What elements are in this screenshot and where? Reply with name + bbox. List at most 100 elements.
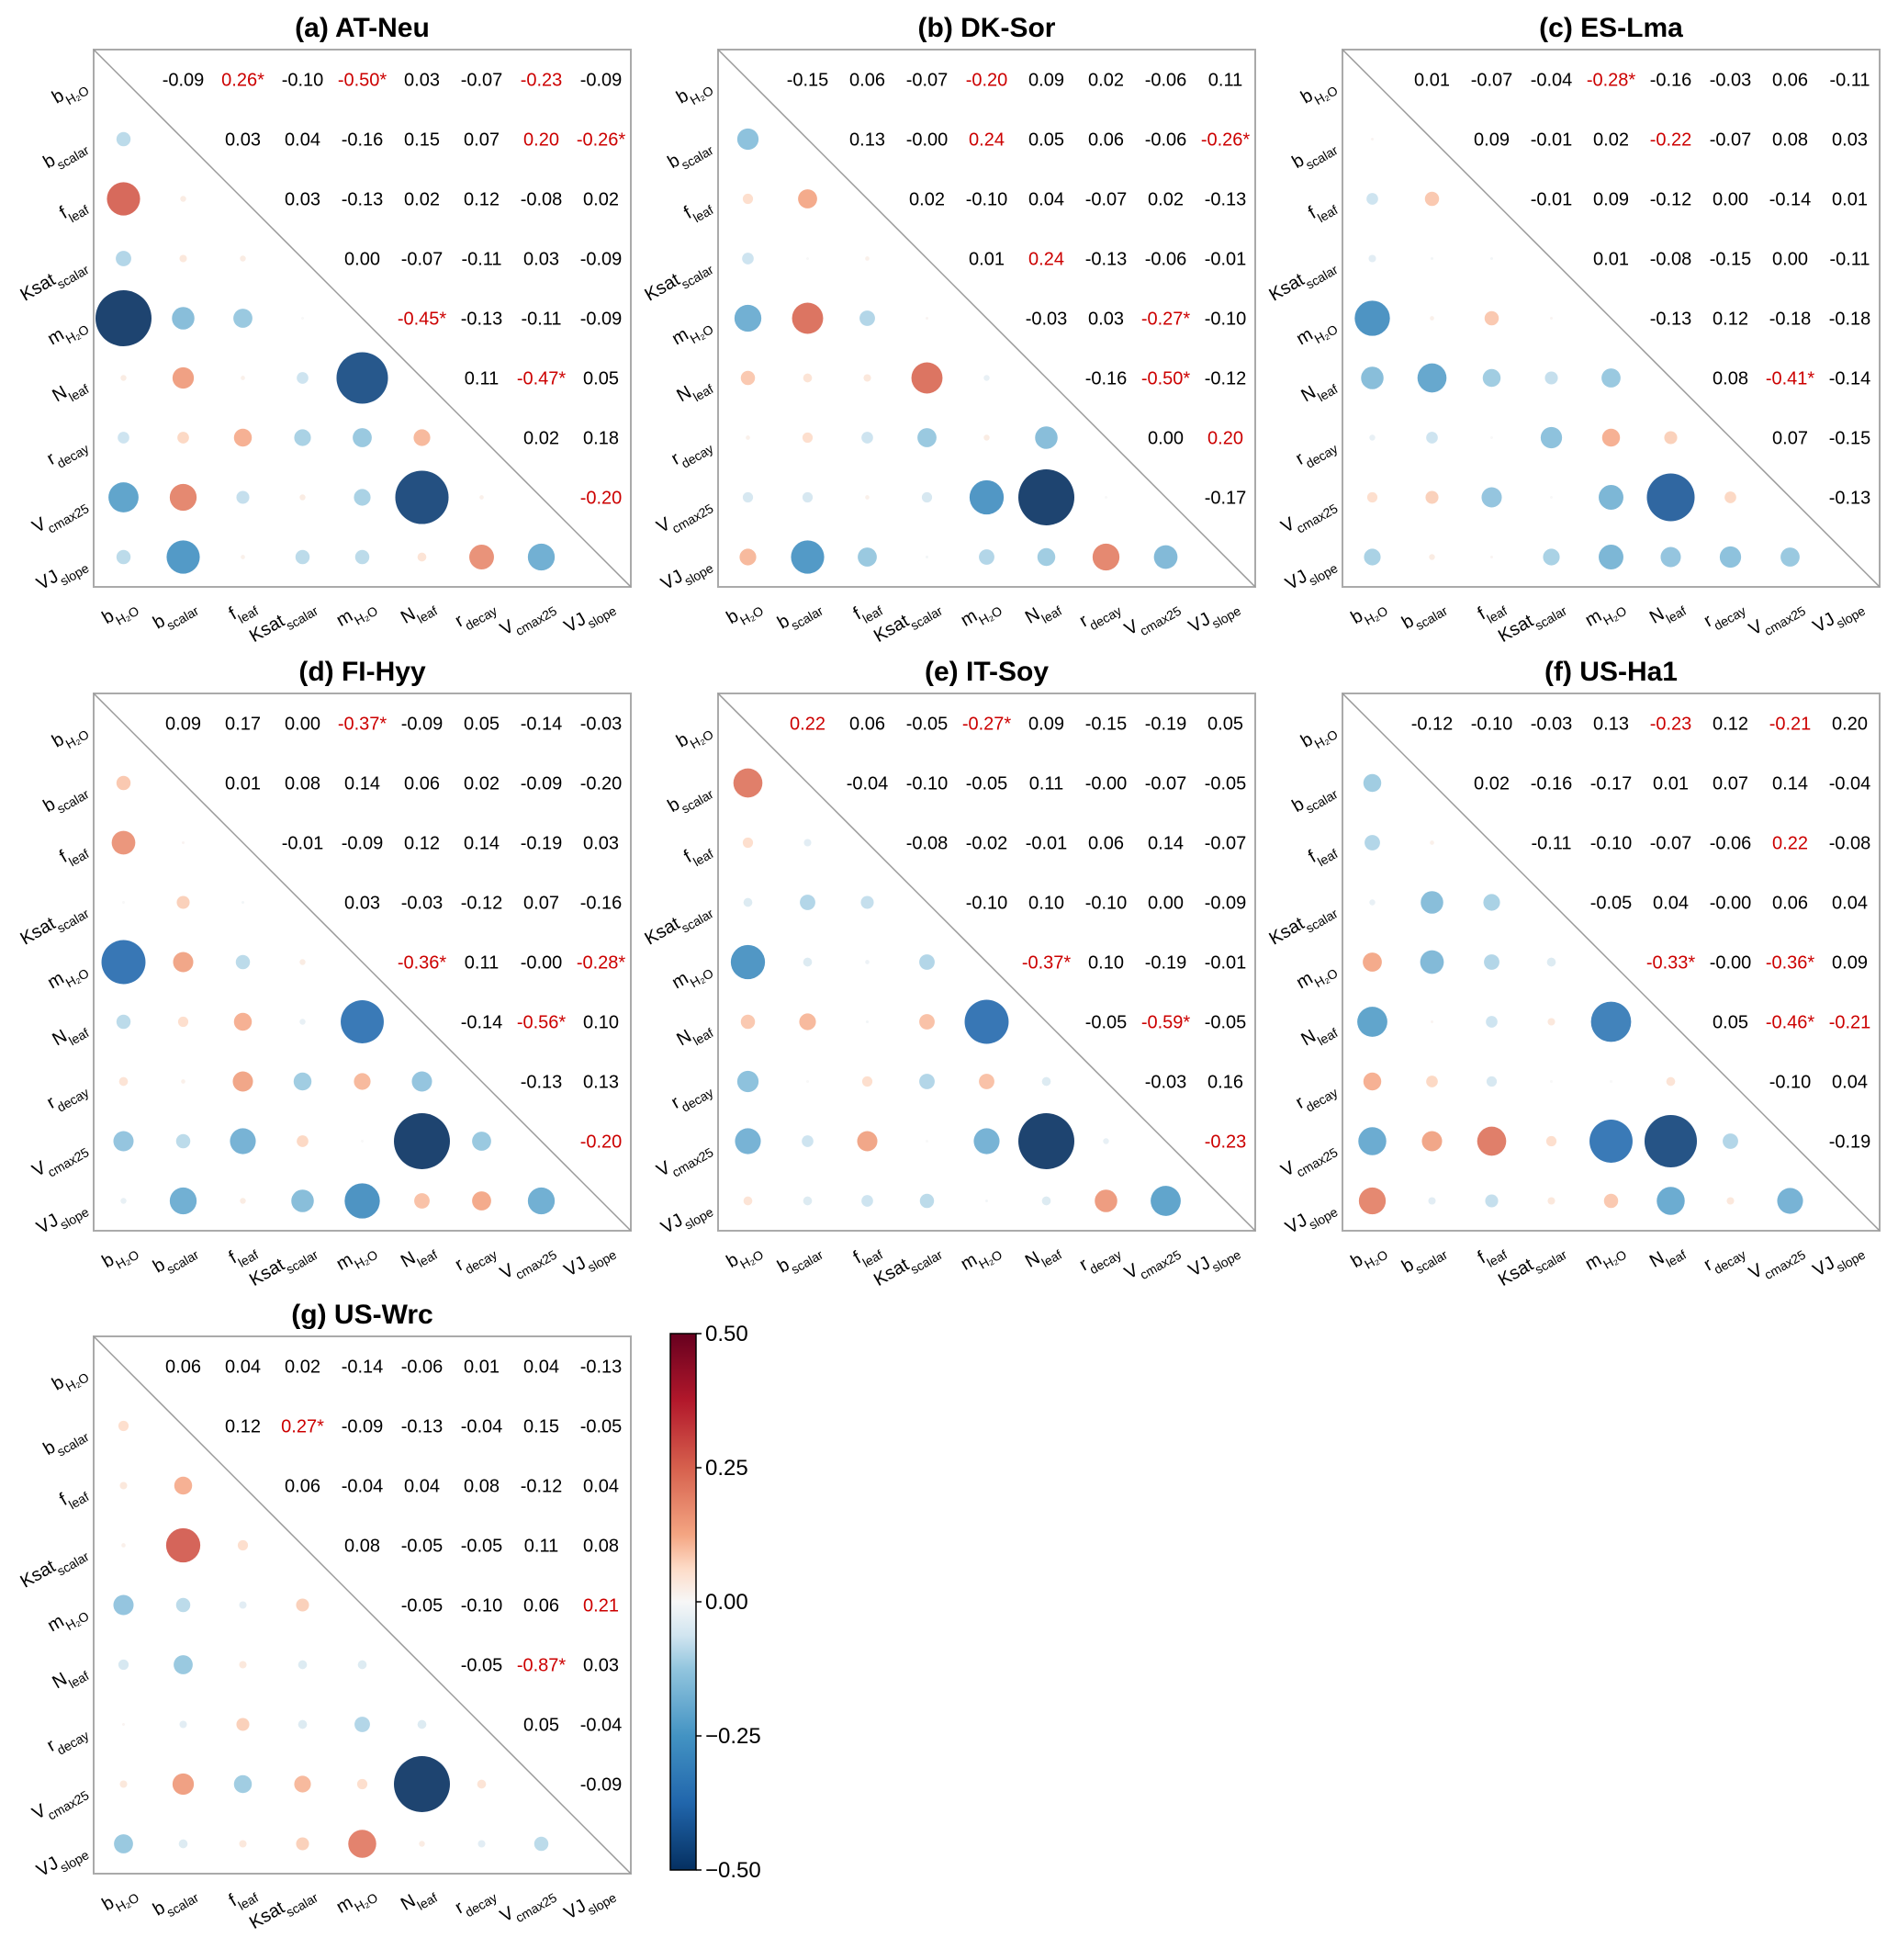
correlation-circle	[979, 549, 994, 565]
column-label: Nleaf	[398, 1880, 440, 1920]
correlation-value: -0.28*	[1587, 71, 1636, 91]
correlation-value: -0.07	[1085, 190, 1128, 210]
correlation-circle	[1429, 554, 1435, 560]
column-label: Vcmax25	[497, 1237, 559, 1289]
column-label: mH₂O	[1582, 1237, 1629, 1279]
correlation-value: 0.26*	[221, 71, 264, 91]
column-label: Ksatscalar	[246, 1237, 320, 1295]
correlation-circle	[926, 317, 928, 320]
correlation-value: -0.19	[521, 834, 563, 854]
correlation-value: -0.17	[1590, 774, 1633, 794]
column-label: mH₂O	[958, 593, 1005, 636]
correlation-value: 0.16	[1207, 1073, 1243, 1093]
correlation-circle	[1105, 496, 1107, 499]
correlation-value: 0.00	[344, 250, 380, 270]
plot-frame	[1342, 693, 1881, 1232]
row-label: mH₂O	[44, 956, 91, 998]
correlation-circle	[803, 373, 813, 383]
correlation-value: 0.18	[583, 429, 619, 449]
correlation-value: -0.05	[580, 1417, 623, 1437]
correlation-circle	[1363, 952, 1382, 972]
diagonal-line	[717, 693, 1256, 1232]
correlation-value: -0.41*	[1766, 369, 1815, 389]
correlation-circle	[1368, 254, 1376, 263]
correlation-circle	[1477, 1126, 1507, 1156]
correlation-value: 0.08	[1713, 369, 1748, 389]
correlation-value: -0.15	[1710, 250, 1752, 270]
panel-c-es-lma: (c) ES-Lma 0.01 -0.07 -0.04 -0.28* -0.16 -0.03…	[1265, 13, 1881, 647]
correlation-circle	[1103, 1138, 1109, 1144]
correlation-circle	[1431, 1020, 1433, 1023]
correlation-value: -0.10	[1590, 834, 1633, 854]
correlation-circle	[297, 1135, 309, 1147]
correlation-circle	[734, 304, 762, 332]
correlation-circle	[861, 1076, 873, 1087]
column-label: Vcmax25	[1121, 593, 1184, 645]
correlation-circle	[1546, 957, 1556, 967]
correlation-circle	[1660, 546, 1681, 568]
correlation-circle	[1481, 487, 1502, 508]
correlation-value: -0.23	[1650, 715, 1692, 735]
correlation-circle	[1431, 257, 1433, 260]
correlation-circle	[863, 374, 871, 382]
plot-frame	[717, 49, 1256, 588]
correlation-circle	[354, 549, 370, 565]
row-label: bH₂O	[49, 1360, 92, 1400]
row-label: bH₂O	[1297, 717, 1341, 757]
correlation-circle	[730, 944, 766, 980]
correlation-value: 0.08	[583, 1537, 619, 1557]
correlation-value: -0.14	[1769, 190, 1812, 210]
correlation-circle	[1153, 545, 1178, 569]
correlation-value: -0.33*	[1646, 953, 1696, 974]
column-label: bscalar	[150, 593, 201, 638]
correlation-circle	[414, 1193, 430, 1209]
correlation-circle	[361, 1140, 364, 1143]
row-label: rdecay	[43, 432, 91, 474]
correlation-value: -0.09	[1205, 894, 1247, 914]
plot-frame	[93, 1335, 632, 1875]
correlation-value: -0.05	[1205, 774, 1247, 794]
column-label: Ksatscalar	[870, 593, 945, 651]
correlation-value: 0.14	[1772, 774, 1808, 794]
row-label: fleaf	[680, 193, 715, 228]
correlation-circle	[1369, 899, 1376, 906]
panel-title: (d) FI-Hyy	[298, 657, 426, 687]
correlation-circle	[861, 1195, 873, 1207]
row-label: Ksatscalar	[641, 896, 715, 954]
correlation-value: 0.02	[583, 190, 619, 210]
correlation-circle	[919, 1193, 935, 1209]
correlation-circle	[1363, 1072, 1382, 1091]
correlation-value: 0.14	[344, 774, 380, 794]
correlation-value: -0.12	[1205, 369, 1247, 389]
correlation-circle	[111, 830, 136, 855]
correlation-circle	[113, 1131, 134, 1152]
column-label: bscalar	[150, 1237, 201, 1282]
correlation-circle	[1421, 891, 1443, 914]
correlation-circle	[116, 775, 131, 791]
correlation-circle	[1540, 426, 1563, 449]
column-label: Vcmax25	[497, 1880, 559, 1932]
correlation-circle	[1490, 556, 1493, 558]
correlation-circle	[341, 1000, 384, 1043]
correlation-value: 0.27*	[281, 1417, 324, 1437]
correlation-value: -0.16	[580, 894, 623, 914]
column-label: bscalar	[1398, 1237, 1450, 1282]
column-label: mH₂O	[333, 1237, 380, 1279]
correlation-value: -0.12	[461, 894, 503, 914]
correlation-circle	[113, 1594, 134, 1616]
correlation-value: -0.45*	[398, 310, 447, 330]
correlation-circle	[180, 196, 186, 202]
correlation-circle	[803, 1196, 813, 1206]
correlation-circle	[336, 352, 388, 404]
correlation-circle	[417, 552, 427, 562]
correlation-value: -0.06	[401, 1357, 444, 1378]
correlation-value: -0.17	[1205, 489, 1247, 509]
row-label: Nleaf	[49, 1659, 91, 1698]
plot-frame	[93, 693, 632, 1232]
column-label: Ksatscalar	[246, 1880, 320, 1938]
correlation-circle	[120, 375, 127, 381]
correlation-circle	[969, 479, 1005, 515]
correlation-circle	[1018, 1113, 1074, 1169]
correlation-circle	[419, 1841, 425, 1847]
